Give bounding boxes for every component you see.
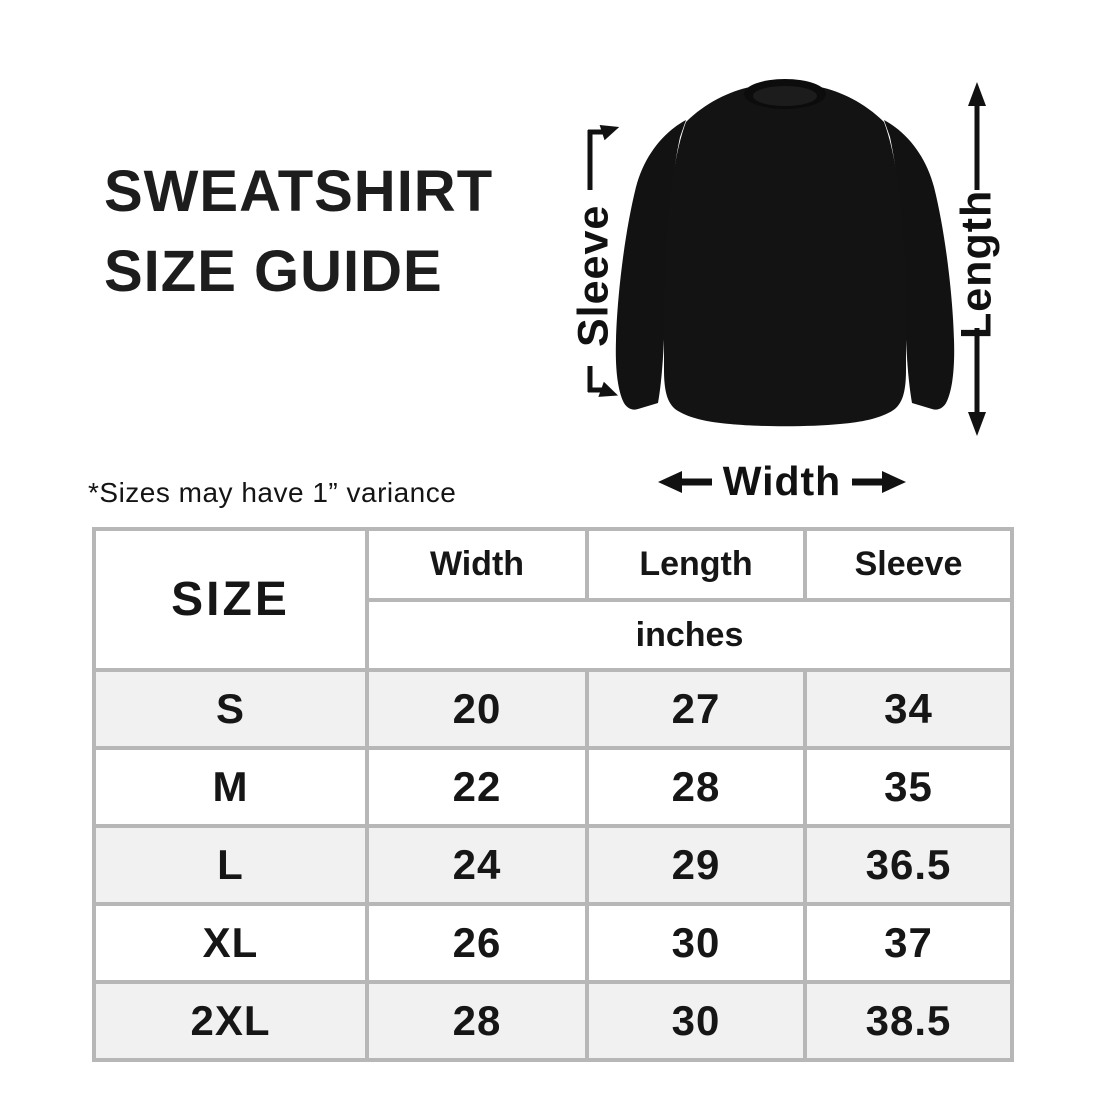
table-row-m: M 22 28 35 <box>92 746 1014 828</box>
length-cell: 30 <box>585 902 807 984</box>
width-left-arrow-icon <box>658 471 712 493</box>
size-table: SIZE Width Length Sleeve inches S 20 27 … <box>92 527 1014 1062</box>
page-title-line2: SIZE GUIDE <box>104 239 443 304</box>
size-column-header: SIZE <box>92 527 369 672</box>
width-right-arrow-icon <box>852 471 906 493</box>
width-label: Width <box>722 457 842 504</box>
length-column-header: Length <box>585 527 807 602</box>
sleeve-cell: 38.5 <box>803 980 1014 1062</box>
unit-label-cell: inches <box>365 598 1014 672</box>
table-header-row: SIZE Width Length Sleeve <box>92 527 1014 672</box>
measurement-diagram: Sleeve Length Width <box>0 0 1100 520</box>
size-cell: S <box>92 668 369 750</box>
sweatshirt-body <box>664 87 906 427</box>
width-cell: 26 <box>365 902 589 984</box>
length-cell: 30 <box>585 980 807 1062</box>
sleeve-cell: 36.5 <box>803 824 1014 906</box>
table-row-l: L 24 29 36.5 <box>92 824 1014 906</box>
sleeve-cell: 34 <box>803 668 1014 750</box>
sleeve-cell: 37 <box>803 902 1014 984</box>
width-cell: 22 <box>365 746 589 828</box>
sweatshirt-right-sleeve <box>884 120 955 410</box>
sweatshirt-image <box>615 79 955 427</box>
width-cell: 20 <box>365 668 589 750</box>
length-measure-arrow-icon <box>968 82 986 436</box>
length-cell: 28 <box>585 746 807 828</box>
sweatshirt-collar-inner <box>753 86 817 106</box>
page-title-line1: SWEATSHIRT <box>104 159 494 224</box>
sleeve-label: Sleeve <box>569 204 618 348</box>
width-column-header: Width <box>365 527 589 602</box>
table-unit-row: inches <box>94 598 1014 672</box>
length-label: Length <box>952 189 1001 339</box>
page-title: SWEATSHIRT SIZE GUIDE <box>104 152 493 312</box>
length-cell: 29 <box>585 824 807 906</box>
table-row-s: S 20 27 34 <box>92 668 1014 750</box>
sweatshirt-left-sleeve <box>615 120 686 410</box>
table-row-xl: XL 26 30 37 <box>92 902 1014 984</box>
table-row-2xl: 2XL 28 30 38.5 <box>92 980 1014 1062</box>
length-cell: 27 <box>585 668 807 750</box>
variance-note: *Sizes may have 1” variance <box>88 477 457 508</box>
sleeve-measure-arrow-icon <box>587 125 620 397</box>
size-cell: M <box>92 746 369 828</box>
sleeve-cell: 35 <box>803 746 1014 828</box>
size-cell: L <box>92 824 369 906</box>
width-cell: 28 <box>365 980 589 1062</box>
sleeve-column-header: Sleeve <box>803 527 1014 602</box>
size-cell: XL <box>92 902 369 984</box>
width-cell: 24 <box>365 824 589 906</box>
size-cell: 2XL <box>92 980 369 1062</box>
